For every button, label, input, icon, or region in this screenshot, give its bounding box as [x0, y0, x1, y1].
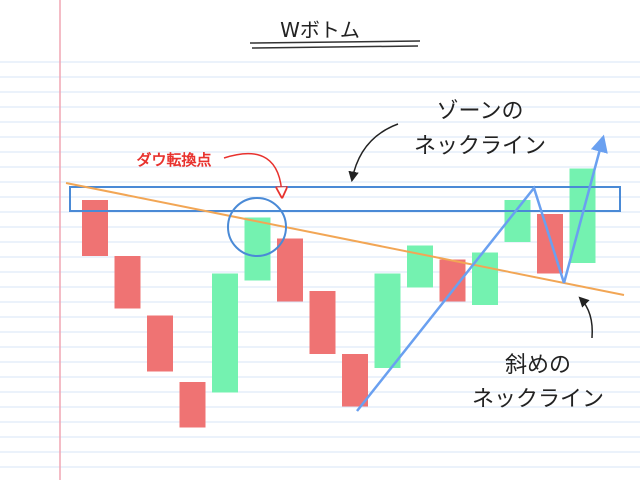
slanted-neckline — [65, 182, 625, 296]
chart-title: Wボトム — [280, 18, 360, 42]
title-underline-1 — [249, 40, 421, 44]
zone-neckline-pointer — [348, 123, 399, 183]
slanted-neckline-label-1: 斜めの — [505, 353, 571, 378]
dow-turn-label: ダウ転換点 — [136, 151, 211, 169]
title-underline-2 — [251, 45, 419, 49]
slanted-neckline-pointer — [578, 296, 593, 339]
candle-9 — [342, 354, 368, 407]
zone-neckline-rect — [69, 186, 621, 212]
candle-10 — [374, 273, 401, 368]
zone-neckline-label-2: ネックライン — [414, 134, 546, 159]
candle-1 — [82, 200, 108, 256]
candle-5 — [212, 273, 238, 393]
slanted-neckline-label-2: ネックライン — [472, 387, 604, 412]
candle-7 — [277, 238, 303, 302]
candle-3 — [147, 315, 173, 372]
trend-arrow-final — [562, 134, 608, 284]
trend-arrow-path — [356, 185, 566, 412]
candle-8 — [309, 291, 336, 354]
candles-group — [82, 168, 596, 428]
dow-turn-pointer — [223, 153, 282, 196]
candle-4 — [179, 382, 206, 428]
candle-2 — [114, 256, 141, 309]
zone-neckline-label-1: ゾーンの — [437, 99, 524, 124]
candle-6 — [244, 217, 271, 281]
dow-turn-circle — [227, 197, 287, 257]
